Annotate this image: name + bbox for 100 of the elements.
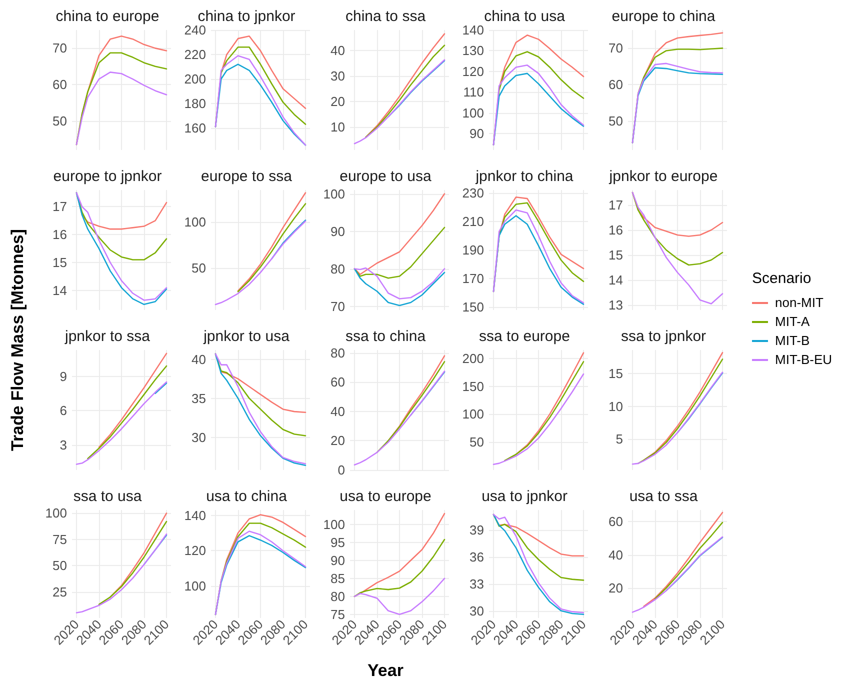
y-tick-label: 200 (184, 71, 206, 86)
y-tick-label: 50 (192, 260, 206, 276)
line-series (98, 352, 168, 448)
line-series (632, 192, 724, 266)
y-tick-label: 120 (462, 64, 484, 79)
line-series (271, 220, 306, 260)
line-series (354, 370, 446, 466)
y-tick-label: 20 (608, 580, 623, 596)
y-tick-label: 75 (330, 606, 345, 622)
y-tick-label: 60 (52, 77, 67, 92)
line-series (492, 373, 584, 466)
y-tick-label: 190 (462, 242, 484, 258)
y-tick-label: 9 (60, 368, 67, 384)
y-tick-label: 100 (184, 578, 206, 594)
y-tick-label: 220 (184, 46, 206, 62)
y-tick-label: 50 (52, 558, 67, 574)
y-tick-label: 25 (52, 584, 67, 600)
chart-title: europe to jpnkor (53, 168, 162, 185)
y-tick-label: 230 (462, 185, 484, 200)
chart-title: europe to usa (340, 168, 432, 185)
y-tick-label: 15 (608, 248, 623, 262)
legend-label: MIT-B-EU (775, 352, 832, 367)
line-series (504, 361, 584, 462)
line-series (354, 193, 446, 276)
y-tick-label: 3 (60, 437, 67, 452)
y-tick-label: 90 (330, 552, 345, 568)
x-axis-title: Year (366, 661, 404, 681)
y-tick-label: 60 (330, 374, 345, 390)
y-tick-label: 5 (616, 432, 623, 447)
y-tick-label: 30 (470, 603, 484, 618)
chart-title: usa to china (206, 488, 288, 505)
line-series (354, 267, 446, 300)
y-tick-label: 15 (608, 366, 623, 382)
line-series (632, 536, 724, 613)
line-series (76, 533, 168, 614)
chart-title: china to jpnkor (198, 8, 296, 25)
y-tick-label: 150 (462, 300, 484, 315)
chart-title: china to europe (56, 8, 160, 25)
y-tick-label: 14 (52, 282, 67, 298)
y-tick-label: 60 (608, 514, 623, 530)
y-tick-label: 140 (462, 22, 484, 38)
line-series (632, 192, 724, 304)
chart-title: ssa to jpnkor (620, 328, 706, 345)
chart-title: ssa to usa (73, 488, 142, 505)
y-tick-label: 100 (323, 186, 345, 202)
chart-title: europe to ssa (201, 168, 293, 185)
y-tick-label: 30 (330, 68, 345, 84)
y-tick-label: 100 (462, 406, 484, 422)
y-tick-label: 100 (323, 516, 345, 532)
y-tick-label: 200 (462, 350, 484, 366)
line-series (98, 520, 168, 606)
line-series (354, 59, 446, 144)
y-tick-label: 15 (52, 255, 67, 270)
y-tick-label: 40 (330, 404, 345, 419)
y-tick-label: 40 (192, 352, 206, 367)
line-series (643, 352, 724, 461)
chart-title: jpnkor to europe (608, 168, 718, 185)
chart-title: ssa to china (345, 328, 426, 345)
line-series (637, 358, 724, 464)
y-tick-label: 160 (184, 120, 206, 136)
legend-label: MIT-B (775, 333, 810, 348)
y-tick-label: 140 (184, 508, 206, 523)
y-tick-label: 35 (192, 390, 206, 406)
line-series (354, 268, 446, 306)
y-tick-label: 40 (608, 547, 623, 562)
y-tick-label: 80 (330, 588, 345, 604)
y-tick-label: 50 (52, 113, 67, 128)
line-series (87, 365, 168, 460)
chart-title: china to ssa (345, 8, 426, 25)
y-tick-label: 17 (608, 198, 623, 212)
y-tick-label: 50 (608, 113, 623, 128)
legend-label: non-MIT (775, 295, 824, 310)
chart-title: usa to jpnkor (482, 488, 568, 505)
line-series (214, 220, 306, 306)
y-tick-label: 210 (462, 214, 484, 229)
chart-title: europe to china (612, 8, 716, 25)
y-tick-label: 95 (330, 534, 345, 550)
line-series (654, 522, 724, 600)
y-tick-label: 240 (184, 22, 206, 38)
chart-title: jpnkor to ssa (64, 328, 151, 345)
chart-title: usa to ssa (629, 488, 698, 505)
y-tick-label: 110 (463, 84, 484, 100)
y-tick-label: 10 (608, 398, 623, 414)
line-series (76, 381, 168, 465)
line-series (376, 361, 446, 454)
legend-title: Scenario (752, 270, 812, 287)
y-tick-label: 60 (608, 77, 623, 92)
y-tick-label: 30 (192, 430, 206, 445)
y-tick-label: 85 (330, 570, 345, 586)
chart-title: usa to europe (340, 488, 432, 505)
line-series (632, 372, 724, 465)
y-tick-label: 16 (52, 227, 67, 242)
y-tick-label: 150 (462, 378, 484, 394)
chart-title: jpnkor to usa (202, 328, 290, 345)
y-tick-label: 130 (462, 43, 484, 58)
line-series (76, 72, 168, 146)
legend-label: MIT-A (775, 314, 810, 329)
chart-title: ssa to europe (479, 328, 570, 345)
y-tick-label: 39 (470, 522, 484, 538)
y-tick-label: 17 (52, 199, 67, 214)
